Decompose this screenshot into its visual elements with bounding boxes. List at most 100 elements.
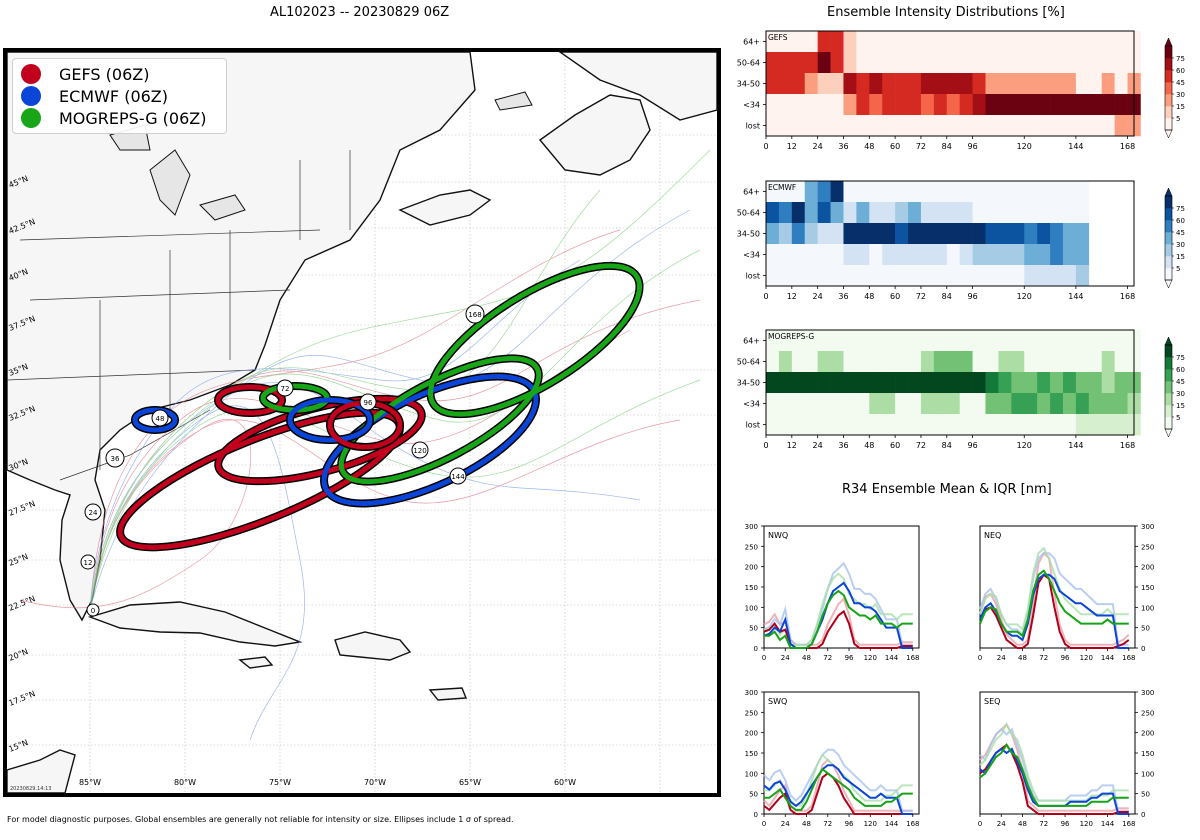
heat-cell	[1088, 73, 1103, 95]
heat-cell	[895, 94, 909, 116]
heat-cell	[804, 202, 818, 224]
heat-cell	[998, 372, 1012, 394]
labrador	[558, 52, 717, 121]
map-frame	[3, 48, 721, 797]
heat-cell	[1062, 351, 1077, 373]
heat-cell	[972, 393, 986, 415]
heat-cell	[882, 94, 896, 116]
heat-cell	[1062, 244, 1077, 266]
x-tick-label: 168	[906, 820, 919, 828]
heat-cell	[972, 330, 986, 352]
heat-cell	[1024, 52, 1038, 74]
heat-cell	[804, 73, 818, 95]
lon-label: 85°W	[79, 778, 101, 787]
heat-cell	[1024, 31, 1038, 53]
r34-mean-line	[979, 569, 1129, 638]
colorbar-label: 75	[1176, 55, 1185, 63]
track-label-120: 120	[411, 441, 429, 459]
heat-cell	[998, 73, 1012, 95]
y-tick-label: 100	[1141, 770, 1154, 778]
heat-cell	[882, 393, 896, 415]
heat-cell	[985, 372, 999, 394]
heat-cell	[1050, 223, 1064, 245]
heat-cell	[908, 115, 922, 137]
heat-cell	[1024, 73, 1038, 95]
heat-cell	[1037, 73, 1051, 95]
row-label: 64+	[743, 38, 760, 47]
x-tick-label: 48	[1018, 654, 1027, 662]
colorbar-label: 30	[1176, 91, 1185, 99]
heat-cell	[1062, 223, 1077, 245]
x-tick-label: 168	[1120, 441, 1135, 450]
heat-cell	[920, 372, 935, 394]
colorbar-band	[1165, 94, 1172, 107]
heat-cell	[778, 31, 793, 53]
heatmap-red: 64+ 50-64 34-50 <34 lost GEFS 0 12 24 36 48 60 72 84 9…	[737, 30, 1141, 151]
heat-cell	[791, 393, 806, 415]
heat-cell	[920, 73, 935, 95]
heat-cell	[791, 244, 806, 266]
heat-cell	[804, 31, 818, 53]
heat-cell	[830, 181, 844, 203]
r34-mean-line	[979, 573, 1130, 649]
x-tick-label: 24	[813, 292, 823, 301]
y-tick-label: 250	[745, 543, 758, 551]
heat-cell	[843, 52, 857, 74]
legend-item-mogreps: MOGREPS-G (06Z)	[21, 107, 206, 129]
heat-cell	[1011, 414, 1025, 436]
intensity-title: Ensemble Intensity Distributions [%]	[827, 5, 1065, 20]
heat-cell	[972, 31, 986, 53]
heat-cell	[869, 265, 883, 287]
heat-cell	[766, 94, 780, 116]
x-tick-label: 72	[916, 142, 926, 151]
heat-cell	[985, 115, 999, 137]
heat-cell	[830, 330, 844, 352]
heat-cell	[817, 372, 831, 394]
colorbar-band	[1165, 220, 1172, 233]
heat-cell	[1037, 52, 1051, 74]
heat-cell	[972, 202, 986, 224]
heat-cell	[766, 244, 780, 266]
x-tick-label: 48	[802, 820, 811, 828]
heat-cell	[1101, 393, 1115, 415]
heat-cell	[804, 330, 818, 352]
x-tick-label: 72	[916, 292, 926, 301]
y-tick-label: 300	[1141, 689, 1154, 697]
y-tick-label: 100	[1141, 604, 1154, 612]
heat-cell	[908, 181, 922, 203]
heat-cell	[766, 73, 780, 95]
heat-cell	[1037, 115, 1051, 137]
r34-iqr-line	[979, 722, 1129, 802]
heat-cell	[946, 115, 960, 137]
x-tick-label: 48	[864, 441, 874, 450]
nova-scotia	[398, 189, 492, 226]
row-label: 50-64	[737, 209, 760, 218]
heat-cell	[972, 351, 986, 373]
svg-text:144: 144	[451, 473, 465, 481]
puerto-rico	[428, 687, 468, 701]
heat-cell	[946, 265, 960, 287]
heat-cell	[778, 372, 793, 394]
heat-cell	[804, 115, 818, 137]
heat-cell	[933, 223, 948, 245]
heat-cell	[920, 94, 935, 116]
land	[7, 52, 717, 793]
y-tick-label: 200	[1141, 730, 1154, 738]
heat-cell	[1037, 414, 1051, 436]
heat-cell	[1037, 94, 1051, 116]
lon-label: 70°W	[364, 778, 386, 787]
heat-cell	[985, 202, 999, 224]
heat-cell	[869, 414, 883, 436]
x-tick-label: 84	[942, 142, 952, 151]
heat-cell	[791, 115, 806, 137]
row-label: 34-50	[737, 80, 760, 89]
heat-cell	[985, 414, 999, 436]
y-tick-label: 150	[745, 584, 758, 592]
heat-cell	[920, 115, 935, 137]
heat-cell	[933, 202, 948, 224]
heat-cell	[1075, 244, 1090, 266]
heat-cell	[830, 31, 844, 53]
heat-cell	[908, 265, 922, 287]
colorbar-band	[1165, 118, 1172, 131]
heat-cell	[933, 52, 948, 74]
